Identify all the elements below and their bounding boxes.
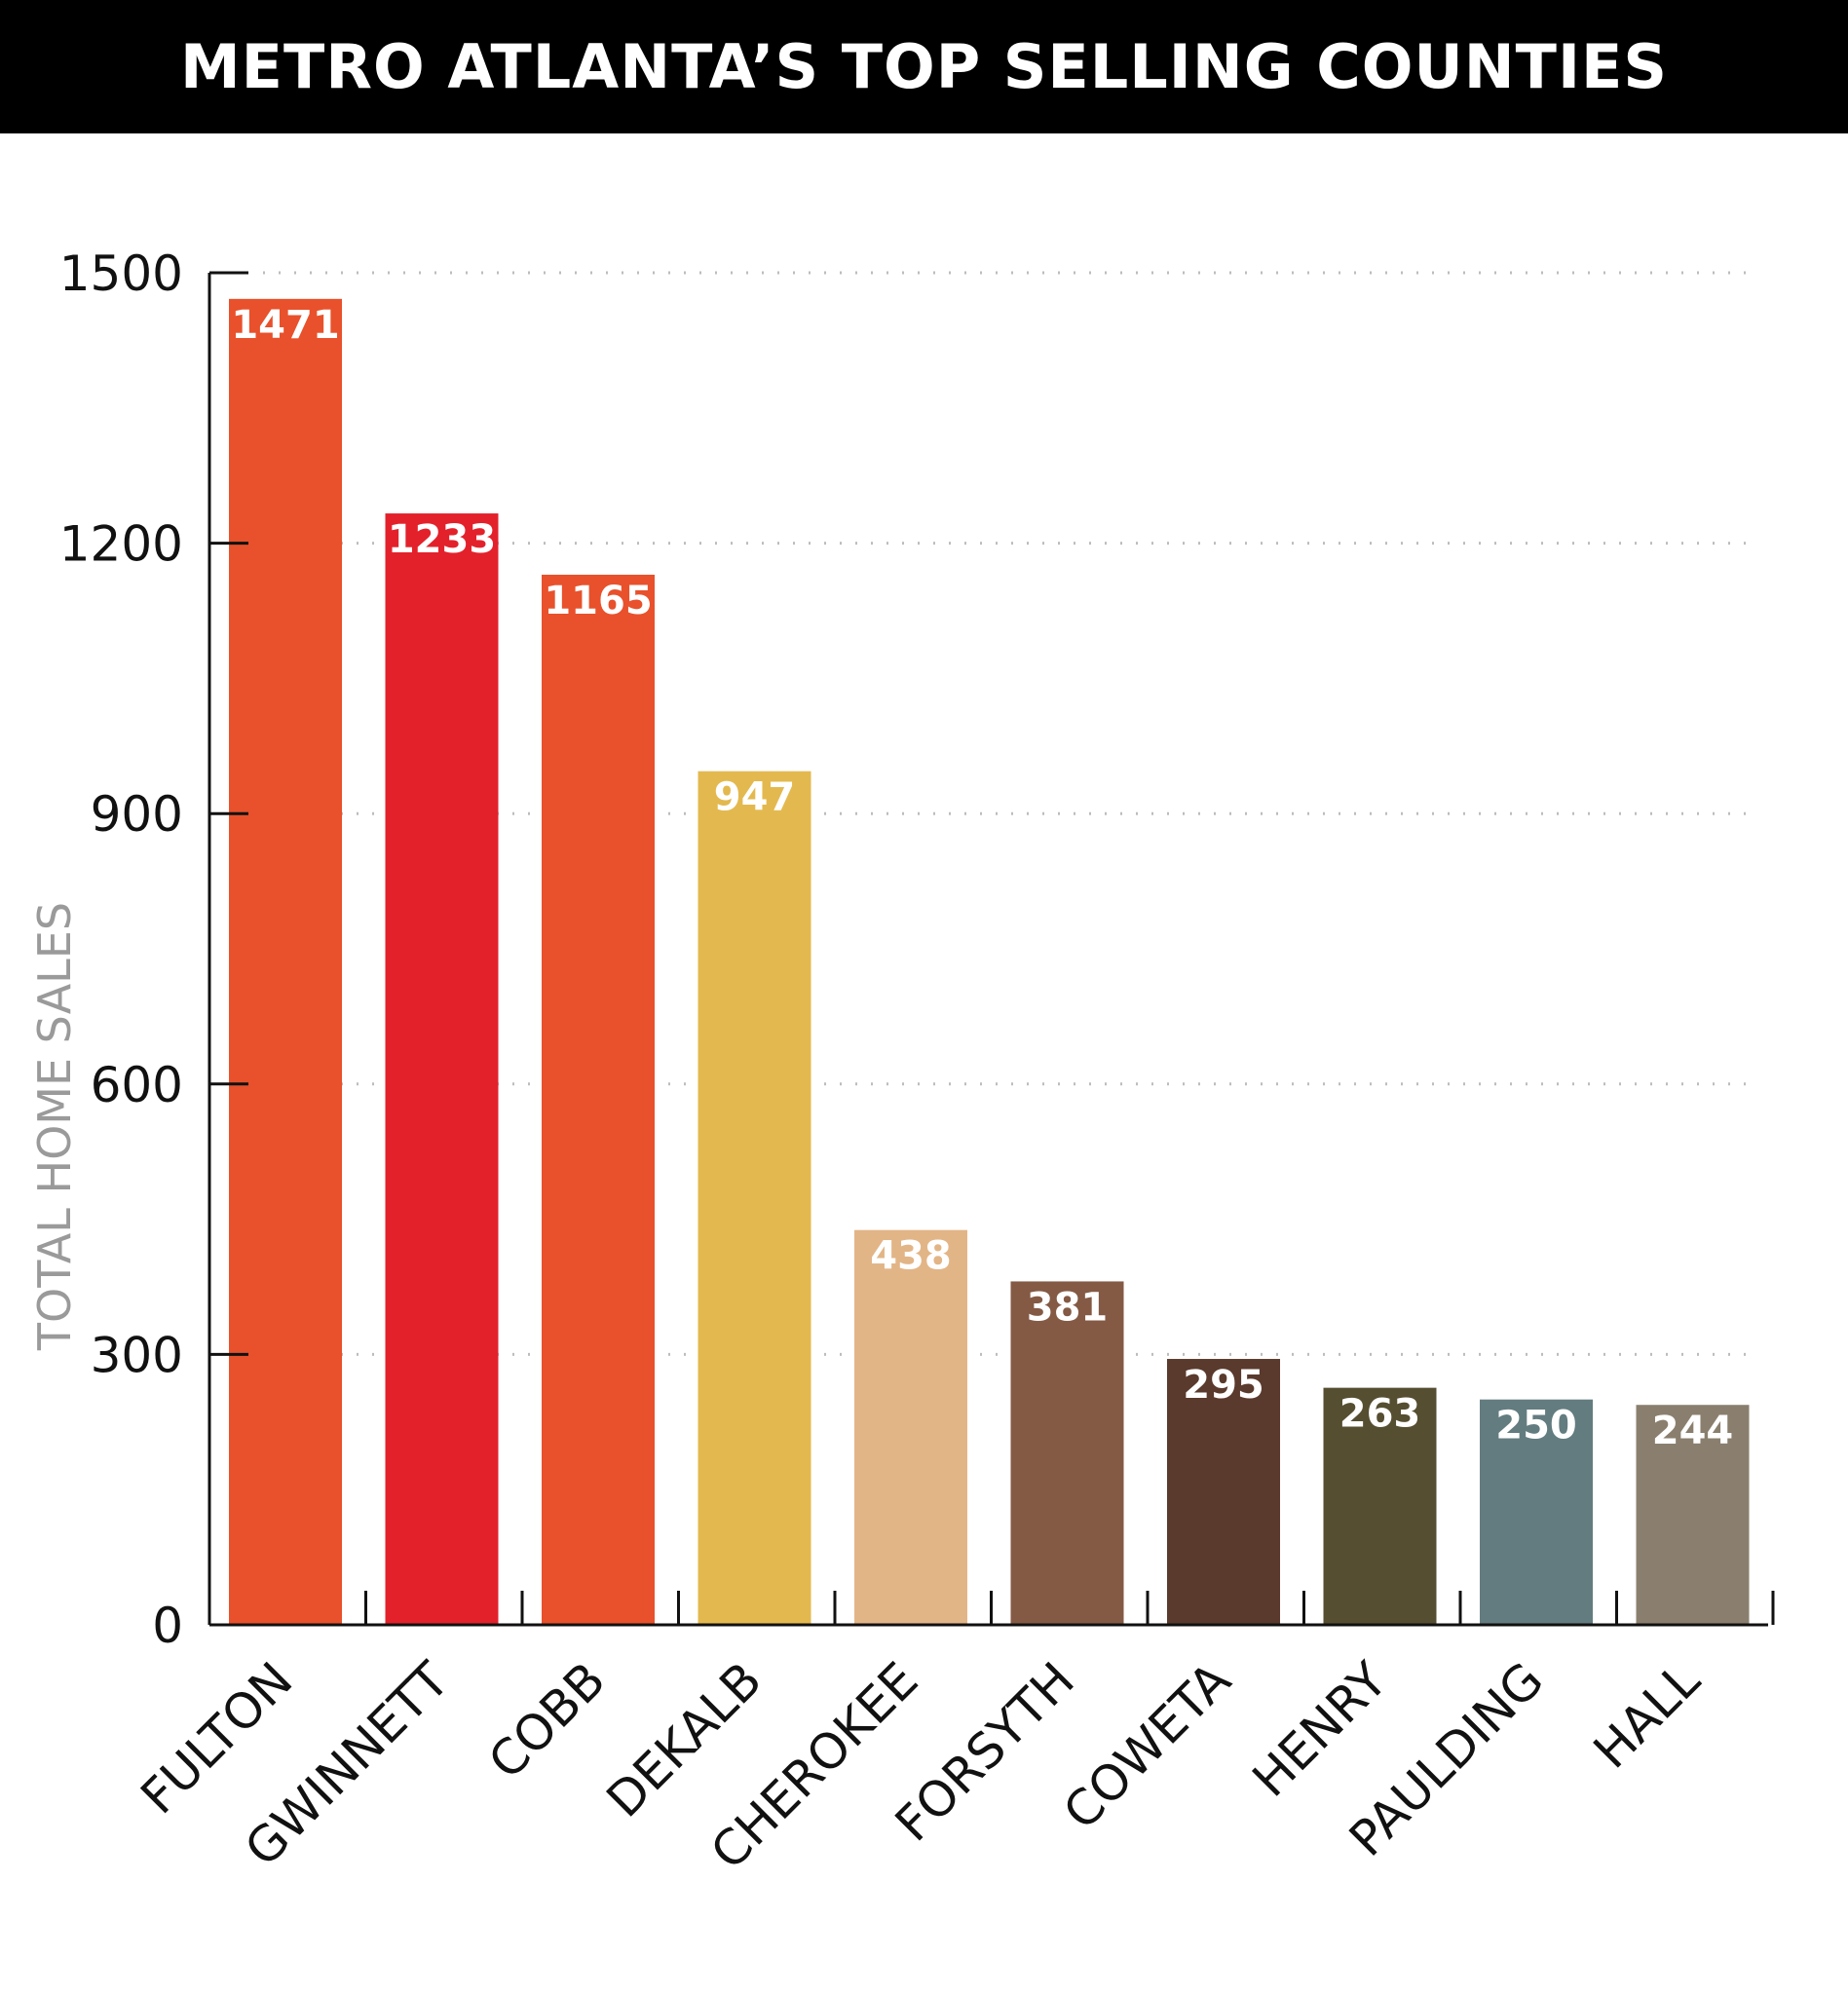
x-tick-label: HALL: [1583, 1651, 1711, 1779]
y-tick-label: 1500: [59, 245, 183, 302]
bar-henry: [1323, 1387, 1437, 1625]
bar-cherokee: [854, 1229, 967, 1625]
y-axis-title: TOTAL HOME SALES: [28, 902, 81, 1351]
data-label: 438: [870, 1234, 952, 1279]
data-label: 1471: [231, 303, 339, 348]
data-label: 1233: [388, 517, 496, 562]
data-label: 295: [1183, 1363, 1264, 1408]
x-tick-label: HENRY: [1242, 1651, 1399, 1808]
data-label: 947: [714, 775, 796, 820]
bar-fulton: [229, 298, 342, 1625]
bar-dekalb: [698, 771, 811, 1625]
bar-coweta: [1167, 1359, 1280, 1625]
y-tick-label: 600: [91, 1057, 183, 1113]
x-tick-label: COWETA: [1053, 1651, 1242, 1840]
data-label: 263: [1339, 1392, 1421, 1437]
data-label: 1165: [544, 579, 652, 623]
chart-title: METRO ATLANTA’S TOP SELLING COUNTIES: [0, 0, 1848, 133]
bar-gwinnett: [385, 513, 499, 1626]
y-tick-label: 1200: [59, 516, 183, 573]
data-label: 244: [1652, 1409, 1734, 1453]
bar-paulding: [1480, 1399, 1593, 1625]
bar-hall: [1636, 1405, 1750, 1625]
data-label: 381: [1027, 1285, 1109, 1330]
y-tick-label: 900: [91, 786, 183, 843]
bar-cobb: [542, 574, 655, 1625]
y-tick-label: 0: [152, 1598, 183, 1654]
data-label: 250: [1495, 1404, 1577, 1449]
x-tick-label: COBB: [477, 1651, 616, 1789]
bars: 1471 1233 1165 947 438 381 295 263 250 244: [229, 298, 1750, 1626]
bar-forsyth: [1010, 1281, 1124, 1625]
y-tick-label: 300: [91, 1327, 183, 1383]
